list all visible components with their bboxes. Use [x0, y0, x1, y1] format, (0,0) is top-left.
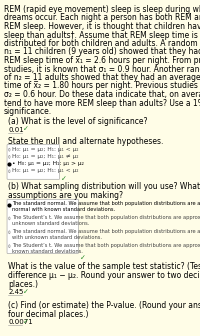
Text: ✓: ✓ — [80, 255, 86, 261]
Text: H₀: μ₁ = μ₂; H₁: μ₁ < μ₂: H₀: μ₁ = μ₂; H₁: μ₁ < μ₂ — [12, 146, 78, 152]
Text: REM (rapid eye movement) sleep is sleep during which most: REM (rapid eye movement) sleep is sleep … — [4, 5, 200, 14]
Text: 0.0071: 0.0071 — [8, 319, 33, 325]
Text: four decimal places.): four decimal places.) — [8, 310, 89, 319]
Text: ✓: ✓ — [61, 176, 67, 182]
Text: difference μ₁ − μ₂. Round your answer to two decimal: difference μ₁ − μ₂. Round your answer to… — [8, 271, 200, 280]
Text: REM sleep. However, it is thought that children have more REM: REM sleep. However, it is thought that c… — [4, 22, 200, 31]
Text: studies, it is known that σ₁ = 0.9 hour. Another random sample: studies, it is known that σ₁ = 0.9 hour.… — [4, 65, 200, 74]
Text: normal with known standard deviations.: normal with known standard deviations. — [12, 207, 115, 212]
Text: with unknown standard deviations.: with unknown standard deviations. — [12, 235, 102, 240]
Text: time of x̅₂ = 1.80 hours per night. Previous studies show that: time of x̅₂ = 1.80 hours per night. Prev… — [4, 82, 200, 90]
Text: sleep than adults†. Assume that REM sleep time is normally: sleep than adults†. Assume that REM slee… — [4, 31, 200, 40]
Text: H₀: μ₁ = μ₂; H₁: μ₁ ≠ μ₂: H₀: μ₁ = μ₂; H₁: μ₁ ≠ μ₂ — [12, 154, 78, 159]
Text: σ₂ = 0.6 hour. Do these data indicate that, on average, children: σ₂ = 0.6 hour. Do these data indicate th… — [4, 90, 200, 99]
Text: n₁ = 11 children (9 years old) showed that they had an average: n₁ = 11 children (9 years old) showed th… — [4, 47, 200, 56]
Text: assumptions are you making?: assumptions are you making? — [8, 191, 123, 200]
Text: dreams occur. Each night a person has both REM and non-: dreams occur. Each night a person has bo… — [4, 13, 200, 23]
Text: ✓: ✓ — [23, 319, 28, 325]
Text: (a) What is the level of significance?: (a) What is the level of significance? — [8, 118, 148, 126]
Text: significance.: significance. — [4, 107, 52, 116]
FancyBboxPatch shape — [7, 199, 78, 253]
Text: The standard normal. We assume that both population distributions are approximat: The standard normal. We assume that both… — [12, 201, 200, 206]
Text: (b) What sampling distribution will you use? What: (b) What sampling distribution will you … — [8, 182, 200, 191]
Text: What is the value of the sample test statistic? (Test the: What is the value of the sample test sta… — [8, 262, 200, 271]
Text: H₀: μ₁ = μ₂; H₁: μ₁ < μ₂: H₀: μ₁ = μ₂; H₁: μ₁ < μ₂ — [12, 168, 78, 173]
Text: known standard deviations.: known standard deviations. — [12, 249, 83, 254]
Text: 2.45: 2.45 — [8, 289, 24, 295]
Text: REM sleep time of x̅₁ = 2.6 hours per night. From previous: REM sleep time of x̅₁ = 2.6 hours per ni… — [4, 56, 200, 65]
Text: State the null and alternate hypotheses.: State the null and alternate hypotheses. — [8, 137, 164, 146]
Text: tend to have more REM sleep than adults? Use a 1% level of: tend to have more REM sleep than adults?… — [4, 98, 200, 108]
Text: of n₂ = 11 adults showed that they had an average REM sleep: of n₂ = 11 adults showed that they had a… — [4, 73, 200, 82]
Text: ✓: ✓ — [23, 126, 28, 132]
Text: unknown standard deviations.: unknown standard deviations. — [12, 221, 89, 226]
FancyBboxPatch shape — [7, 144, 60, 179]
Text: places.): places.) — [8, 280, 38, 289]
Text: (c) Find (or estimate) the P-value. (Round your answer to: (c) Find (or estimate) the P-value. (Rou… — [8, 301, 200, 310]
Text: The Student’s t. We assume that both population distributions are approximately : The Student’s t. We assume that both pop… — [12, 215, 200, 220]
Text: ✓: ✓ — [23, 289, 28, 295]
Text: The standard normal. We assume that both population distributions are approximat: The standard normal. We assume that both… — [12, 229, 200, 234]
Text: • H₀: μ₁ = μ₂; H₁: μ₁ > μ₂: • H₀: μ₁ = μ₂; H₁: μ₁ > μ₂ — [12, 161, 84, 166]
Text: The Student’s t. We assume that both population distributions are approximately : The Student’s t. We assume that both pop… — [12, 243, 200, 248]
Text: distributed for both children and adults. A random sample of: distributed for both children and adults… — [4, 39, 200, 48]
Text: 0.01: 0.01 — [8, 126, 24, 132]
